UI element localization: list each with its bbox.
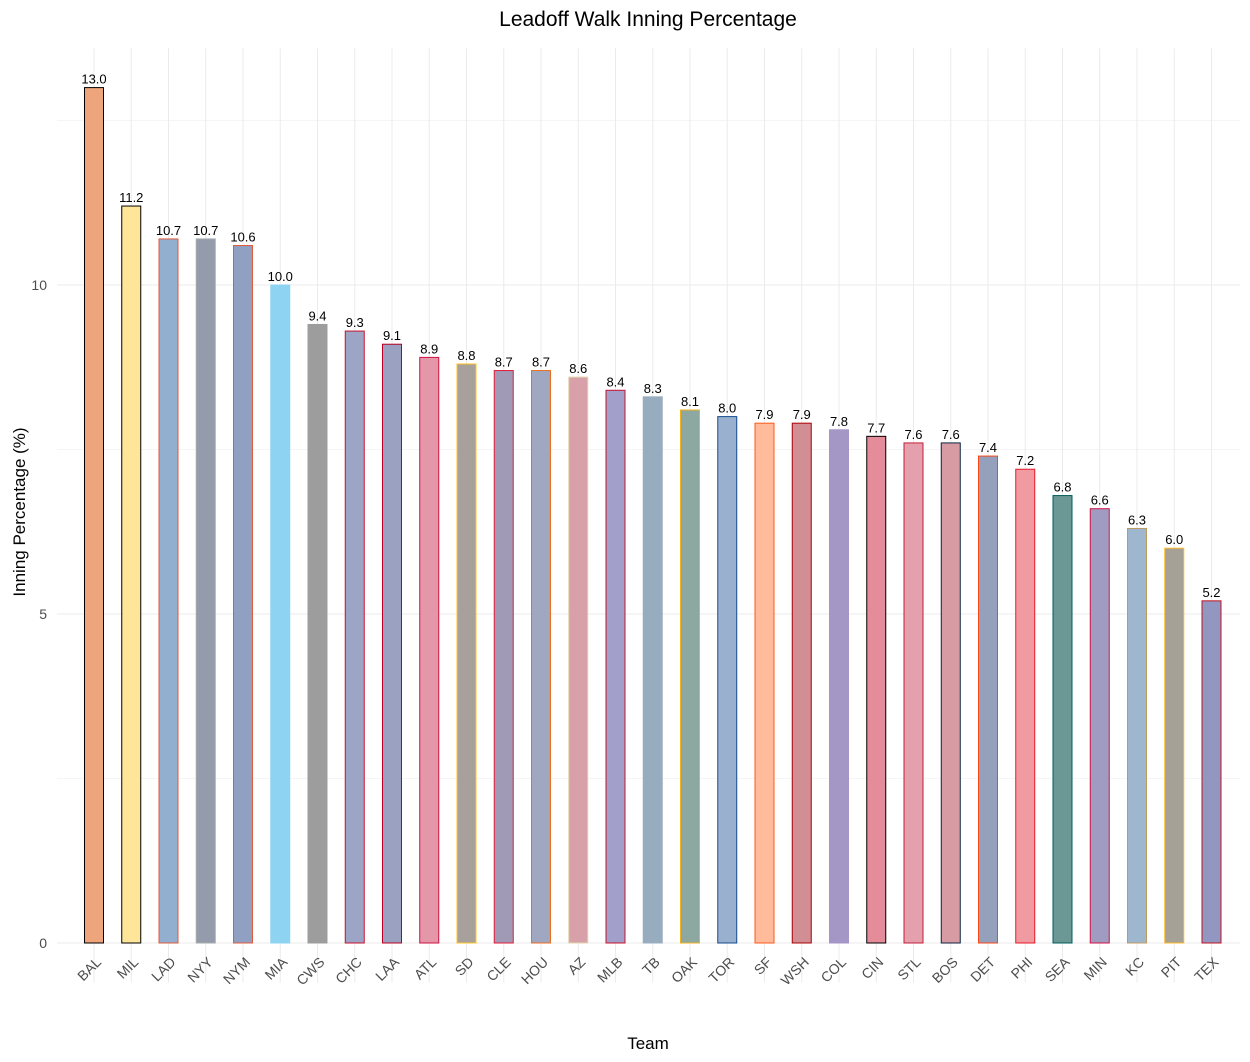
data-label: 7.8 [830, 414, 848, 429]
y-tick-label: 0 [39, 935, 47, 951]
bar-bos [940, 442, 961, 944]
data-label: 7.9 [755, 407, 773, 422]
data-label: 10.0 [268, 269, 293, 284]
bar-tex [1201, 600, 1222, 944]
data-label: 8.3 [644, 381, 662, 396]
data-label: 9.4 [308, 308, 326, 323]
bar-cws [307, 323, 328, 944]
chart-title: Leadoff Walk Inning Percentage [499, 8, 797, 31]
bar-sd [456, 363, 477, 944]
bar-atl [419, 356, 440, 944]
data-label: 8.7 [495, 355, 513, 370]
bar-cle [493, 370, 514, 944]
bar-tb [642, 396, 663, 944]
data-label: 10.6 [230, 230, 255, 245]
data-label: 8.4 [606, 374, 624, 389]
y-tick-label: 10 [31, 277, 47, 293]
x-axis-title: Team [627, 1034, 669, 1053]
data-label: 10.7 [193, 223, 218, 238]
bar-cin [866, 435, 887, 944]
data-label: 9.1 [383, 328, 401, 343]
bar-nyy [195, 238, 216, 944]
bars [84, 87, 1222, 944]
data-label: 8.1 [681, 394, 699, 409]
bar-mia [270, 284, 291, 944]
bar-az [568, 376, 589, 944]
data-label: 11.2 [119, 190, 143, 205]
data-label: 8.6 [569, 361, 587, 376]
bar-laa [382, 343, 402, 944]
bar-det [978, 455, 998, 944]
bar-phi [1015, 468, 1036, 944]
bar-min [1089, 508, 1110, 944]
data-label: 8.8 [457, 348, 475, 363]
data-label: 7.4 [979, 440, 997, 455]
bar-hou [531, 370, 551, 944]
y-axis-title: Inning Percentage (%) [10, 427, 29, 596]
bar-chc [344, 330, 365, 944]
bar-oak [680, 409, 700, 944]
data-label: 6.0 [1165, 532, 1183, 547]
bar-tor [717, 416, 738, 944]
data-label: 8.0 [718, 401, 736, 416]
data-label: 6.8 [1053, 480, 1071, 495]
data-labels: 13.0 11.2 10.7 10.7 10.6 10.0 9.4 9.3 9.1 8.9 8.8 8… [81, 72, 1220, 600]
data-label: 5.2 [1202, 585, 1220, 600]
data-label: 6.6 [1091, 493, 1109, 508]
bar-col [829, 429, 849, 944]
bar-stl [903, 442, 924, 944]
data-label: 8.9 [420, 341, 438, 356]
data-label: 8.7 [532, 355, 550, 370]
bar-nym [233, 245, 253, 944]
data-label: 13.0 [81, 72, 106, 87]
data-label: 10.7 [156, 223, 181, 238]
bar-bal [84, 87, 104, 944]
bar-sea [1052, 495, 1073, 944]
data-label: 9.3 [346, 315, 364, 330]
bar-pit [1164, 547, 1185, 944]
y-tick-label: 5 [39, 606, 47, 622]
bar-lad [158, 238, 179, 944]
bar-mil [121, 205, 142, 944]
data-label: 7.6 [904, 427, 922, 442]
data-label: 7.2 [1016, 453, 1034, 468]
data-label: 7.7 [867, 420, 885, 435]
data-label: 7.6 [942, 427, 960, 442]
bar-kc [1127, 527, 1147, 944]
y-axis-ticks: 0 5 10 [31, 277, 47, 951]
data-label: 6.3 [1128, 512, 1146, 527]
bar-wsh [791, 422, 812, 944]
bar-sf [754, 422, 775, 944]
bar-mlb [605, 389, 626, 944]
data-label: 7.9 [793, 407, 811, 422]
